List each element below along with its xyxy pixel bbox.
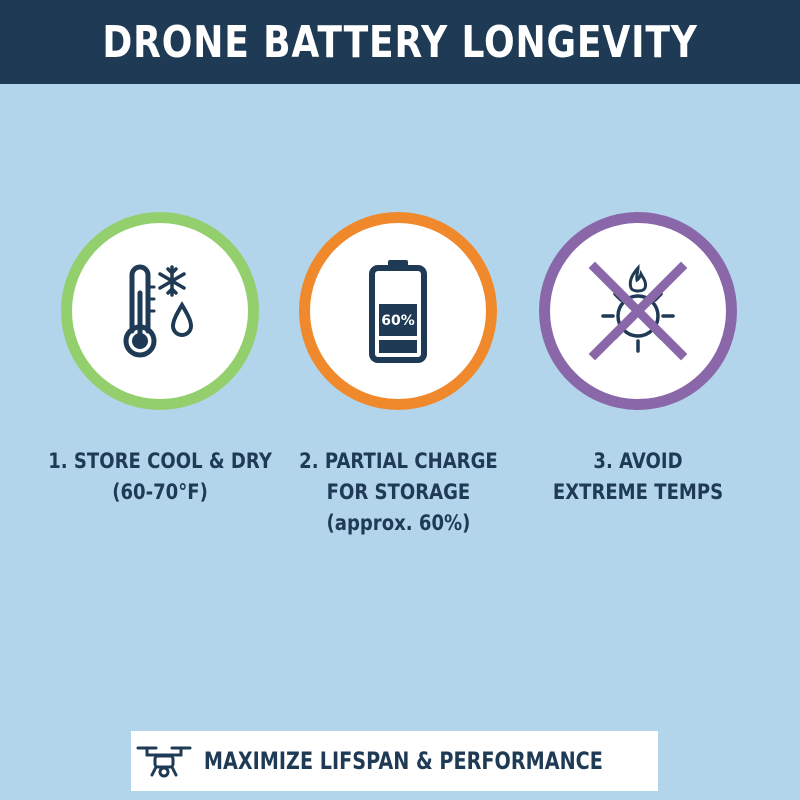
page-title: DRONE BATTERY LONGEVITY xyxy=(102,16,698,68)
tip-1-caption: 1. STORE COOL & DRY (60-70°F) xyxy=(48,446,272,508)
caption-line: (60-70°F) xyxy=(112,480,208,504)
footer-banner: MAXIMIZE LIFSPAN & PERFORMANCE xyxy=(131,731,658,791)
tip-store-cool-dry: 1. STORE COOL & DRY (60-70°F) xyxy=(30,212,290,508)
drone-icon xyxy=(136,746,192,778)
tip-2-ring: 60% xyxy=(299,212,497,410)
battery-icon: 60% xyxy=(369,260,427,363)
tip-partial-charge: 60% 2. PARTIAL CHARGE FOR STORAGE (appro… xyxy=(268,212,528,539)
crossed-sun-flame-icon xyxy=(588,261,688,361)
tip-1-ring xyxy=(61,212,259,410)
battery-level-label: 60% xyxy=(381,313,415,329)
caption-line: EXTREME TEMPS xyxy=(552,480,724,504)
tip-3-caption: 3. AVOID EXTREME TEMPS xyxy=(553,446,723,508)
thermometer-snowflake-droplet-icon xyxy=(123,264,194,358)
tip-avoid-extreme-temps: 3. AVOID EXTREME TEMPS xyxy=(508,212,768,508)
tip-3-ring xyxy=(539,212,737,410)
header-banner: DRONE BATTERY LONGEVITY xyxy=(0,0,800,84)
footer-text: MAXIMIZE LIFSPAN & PERFORMANCE xyxy=(204,747,603,775)
caption-line: (approx. 60%) xyxy=(326,511,470,535)
tip-2-caption: 2. PARTIAL CHARGE FOR STORAGE (approx. 6… xyxy=(299,446,498,539)
caption-line: 3. AVOID xyxy=(593,449,683,473)
caption-line: 1. STORE COOL & DRY xyxy=(48,449,272,473)
caption-line: FOR STORAGE xyxy=(326,480,470,504)
caption-line: 2. PARTIAL CHARGE xyxy=(298,449,498,473)
